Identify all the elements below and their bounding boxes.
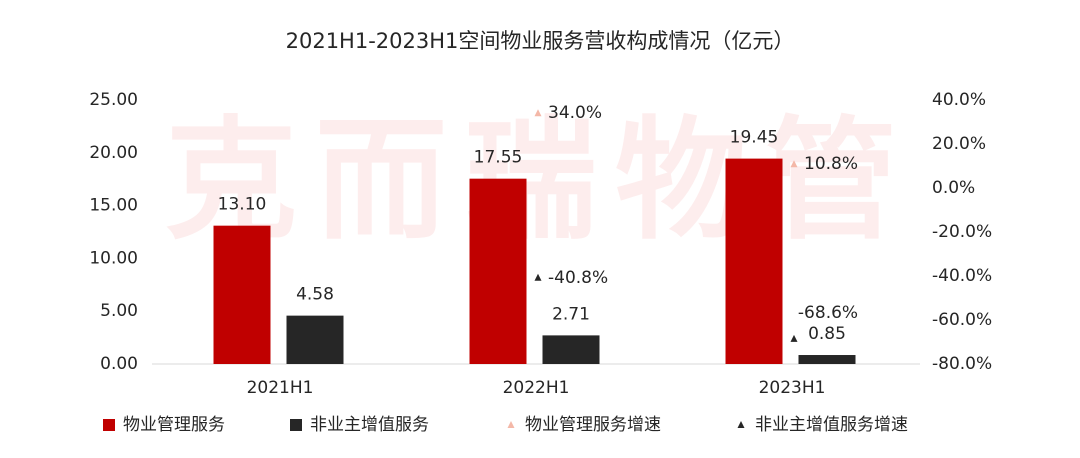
growth-value-label: -68.6% bbox=[798, 303, 858, 323]
y2-tick-label: -80.0% bbox=[932, 354, 992, 374]
growth-value-label: 34.0% bbox=[548, 103, 602, 123]
bar-value-label: 19.45 bbox=[730, 128, 779, 148]
growth-marker bbox=[790, 334, 798, 342]
y2-tick-label: 20.0% bbox=[932, 134, 986, 154]
bar-value-label: 17.55 bbox=[474, 148, 523, 168]
y2-tick-label: 40.0% bbox=[932, 90, 986, 110]
y-tick-label: 0.00 bbox=[100, 354, 138, 374]
growth-marker bbox=[534, 109, 542, 117]
y2-tick-label: -20.0% bbox=[932, 222, 992, 242]
bar bbox=[725, 158, 783, 364]
legend-label: 非业主增值服务 bbox=[310, 415, 429, 435]
y-tick-label: 20.00 bbox=[89, 143, 138, 163]
bar-value-label: 0.85 bbox=[808, 324, 846, 344]
bar bbox=[542, 335, 600, 364]
legend-label: 非业主增值服务增速 bbox=[755, 415, 908, 435]
growth-value-label: 10.8% bbox=[804, 154, 858, 174]
legend-label: 物业管理服务 bbox=[123, 415, 225, 435]
y-tick-label: 25.00 bbox=[89, 90, 138, 110]
y-tick-label: 10.00 bbox=[89, 248, 138, 268]
bar bbox=[213, 225, 271, 364]
legend-swatch bbox=[103, 419, 115, 431]
chart-title: 2021H1-2023H1空间物业服务营收构成情况（亿元） bbox=[286, 29, 795, 53]
x-tick-label: 2022H1 bbox=[503, 378, 570, 398]
bar-value-label: 13.10 bbox=[218, 195, 267, 215]
legend-marker bbox=[737, 421, 745, 428]
legend-label: 物业管理服务增速 bbox=[525, 415, 661, 435]
watermark: 克而瑞物管 bbox=[165, 104, 915, 258]
y2-tick-label: -60.0% bbox=[932, 310, 992, 330]
y2-tick-label: 0.0% bbox=[932, 178, 975, 198]
x-tick-label: 2021H1 bbox=[247, 378, 314, 398]
bar bbox=[286, 315, 344, 364]
y-tick-label: 15.00 bbox=[89, 196, 138, 216]
legend-swatch bbox=[290, 419, 302, 431]
growth-marker bbox=[534, 273, 542, 281]
bar bbox=[798, 355, 856, 364]
bar-value-label: 2.71 bbox=[552, 304, 590, 324]
bar bbox=[469, 178, 527, 364]
bar-value-label: 4.58 bbox=[296, 285, 334, 305]
y2-tick-label: -40.0% bbox=[932, 266, 992, 286]
legend-marker bbox=[507, 421, 515, 428]
growth-value-label: -40.8% bbox=[548, 268, 608, 288]
y-tick-label: 5.00 bbox=[100, 301, 138, 321]
growth-marker bbox=[790, 160, 798, 168]
x-tick-label: 2023H1 bbox=[759, 378, 826, 398]
